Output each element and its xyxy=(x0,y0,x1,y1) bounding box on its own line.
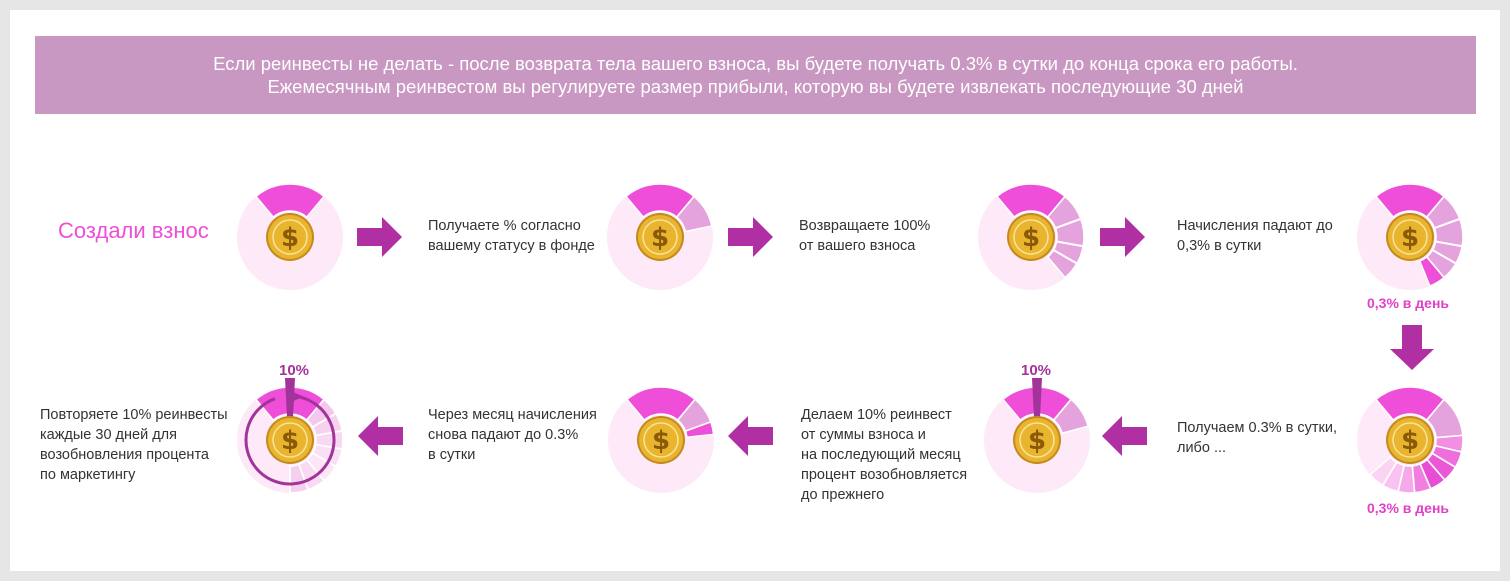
rate-label-bottom: 0,3% в день xyxy=(1367,500,1450,516)
step6-text: Через месяц начисления снова падают до 0… xyxy=(428,405,597,465)
coin-face xyxy=(1388,215,1432,259)
coin-inner-ring xyxy=(642,219,678,255)
dollar-sign-icon: $ xyxy=(1401,426,1419,456)
step3-line-2: 0,3% в сутки xyxy=(1177,238,1262,254)
step6-line-3: в сутки xyxy=(428,447,476,463)
arrow-right-icon xyxy=(1100,217,1145,257)
wedge-repeat-slice xyxy=(289,463,310,494)
step5-line-2: от суммы взноса и xyxy=(801,427,926,443)
step6-line-1: Через месяц начисления xyxy=(428,407,597,423)
dollar-sign-icon: $ xyxy=(1401,223,1419,253)
repeat-percent-label: 10% xyxy=(279,362,310,379)
coin-face xyxy=(1015,418,1059,462)
coin-face xyxy=(1009,215,1053,259)
wedge-returned xyxy=(1046,195,1085,279)
step3-text: Начисления падают до 0,3% в сутки xyxy=(1177,216,1333,256)
wedge-divider xyxy=(1056,240,1084,248)
header-line-1: Если реинвесты не делать - после возврат… xyxy=(213,53,1298,74)
step7-line-1: Повторяете 10% реинвесты xyxy=(40,407,228,423)
arrow-right-icon xyxy=(357,217,402,257)
pie-reinvest: $ xyxy=(984,378,1090,493)
reinvest-percent-label: 10% xyxy=(1021,362,1052,379)
step7-line-4: по маркетингу xyxy=(40,467,136,483)
wedge-divider xyxy=(1434,217,1461,230)
coin-inner-ring xyxy=(272,219,308,255)
coin-inner-ring xyxy=(643,422,679,458)
wedge-returned xyxy=(1425,195,1464,279)
step5-line-1: Делаем 10% реинвест xyxy=(801,407,952,423)
pie-returning: $ xyxy=(978,183,1085,290)
step5-line-3: на последующий месяц xyxy=(801,447,961,463)
dollar-sign-icon: $ xyxy=(1028,426,1046,456)
wedge-daily-slice xyxy=(1368,455,1398,487)
step6-line-2: снова падают до 0.3% xyxy=(428,427,579,443)
pie-dropping-again: $ xyxy=(608,386,715,493)
step2-line-1: Возвращаете 100% xyxy=(799,218,931,234)
wedge-daily-rate xyxy=(684,420,715,439)
cycle-arrow-icon xyxy=(244,395,336,486)
coin-inner-ring xyxy=(1019,422,1055,458)
dollar-sign-icon: $ xyxy=(1022,223,1040,253)
arrow-down-icon xyxy=(1390,325,1434,370)
wedge-income xyxy=(1052,398,1090,435)
coin-face xyxy=(1388,418,1432,462)
step2-text: Возвращаете 100% от вашего взноса xyxy=(799,216,930,256)
step7-line-3: возобновления процента xyxy=(40,447,209,463)
rate-label-top: 0,3% в день xyxy=(1367,295,1450,311)
step5-line-5: до прежнего xyxy=(801,487,885,503)
step4-line-2: либо ... xyxy=(1177,440,1227,456)
coin-face xyxy=(639,418,683,462)
step-created-label: Создали взнос xyxy=(58,218,209,243)
wedge-divider xyxy=(1432,249,1457,265)
arrow-right-icon xyxy=(728,217,773,257)
reinvest-marker-icon xyxy=(285,378,295,418)
coin-face xyxy=(268,215,312,259)
pie-created: $ xyxy=(237,183,343,290)
dollar-sign-icon: $ xyxy=(651,223,669,253)
step2-line-2: от вашего взноса xyxy=(799,238,916,254)
coin-face xyxy=(638,215,682,259)
wedge-daily-rate xyxy=(1418,255,1446,288)
coin-face xyxy=(268,418,312,462)
dollar-sign-icon: $ xyxy=(281,426,299,456)
header-line-2: Ежемесячным реинвестом вы регулируете ра… xyxy=(267,76,1244,97)
pie-daily: $ xyxy=(1357,386,1464,494)
pie-repeat: $ xyxy=(237,378,344,494)
step4-line-1: Получаем 0.3% в сутки, xyxy=(1177,420,1337,436)
step3-line-1: Начисления падают до xyxy=(1177,218,1333,234)
wedge-divider xyxy=(1435,240,1463,248)
arrow-left-icon xyxy=(358,416,403,456)
header-banner: Если реинвесты не делать - после возврат… xyxy=(35,36,1476,114)
wedge-divider xyxy=(1055,217,1082,230)
step1-text: Получаете % согласно вашему статусу в фо… xyxy=(428,216,595,256)
wedge-top xyxy=(254,183,326,219)
arrow-left-icon xyxy=(728,416,773,456)
pie-dropping: $ xyxy=(1357,183,1464,290)
reinvest-marker-icon xyxy=(1032,378,1042,418)
coin-inner-ring xyxy=(1013,219,1049,255)
step1-line-2: вашему статусу в фонде xyxy=(428,238,595,254)
step4-text: Получаем 0.3% в сутки, либо ... xyxy=(1177,418,1337,458)
coin-inner-ring xyxy=(1392,422,1428,458)
coin-inner-ring xyxy=(1392,219,1428,255)
step5-text: Делаем 10% реинвест от суммы взноса и на… xyxy=(801,405,967,505)
dollar-sign-icon: $ xyxy=(652,426,670,456)
step7-line-2: каждые 30 дней для xyxy=(40,427,177,443)
dollar-sign-icon: $ xyxy=(281,223,299,253)
wedge-divider xyxy=(1053,249,1078,265)
step5-line-4: процент возобновляется xyxy=(801,467,968,483)
arrow-left-icon xyxy=(1102,416,1147,456)
coin-inner-ring xyxy=(272,422,308,458)
pie-receiving: $ xyxy=(607,183,713,290)
step7-text: Повторяете 10% реинвесты каждые 30 дней … xyxy=(40,405,228,485)
wedge-income xyxy=(675,195,713,233)
step1-line-1: Получаете % согласно xyxy=(428,218,581,234)
